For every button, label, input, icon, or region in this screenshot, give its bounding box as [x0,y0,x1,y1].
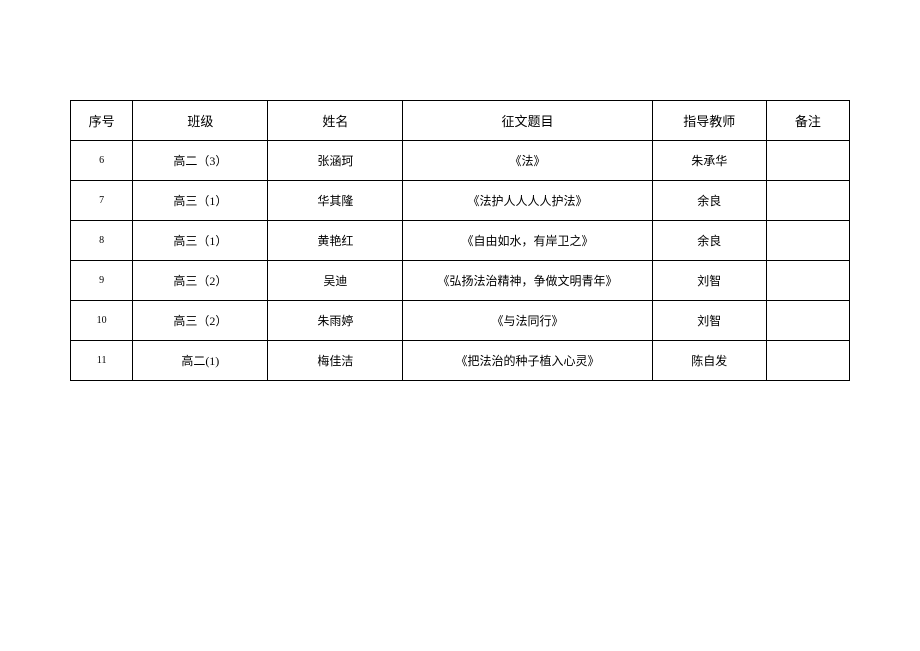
header-remark: 备注 [766,101,849,141]
header-title: 征文题目 [403,101,652,141]
cell-name: 朱雨婷 [268,301,403,341]
table-row: 10 高三（2） 朱雨婷 《与法同行》 刘智 [71,301,850,341]
cell-remark [766,181,849,221]
cell-teacher: 朱承华 [652,141,766,181]
cell-remark [766,341,849,381]
cell-seq: 6 [71,141,133,181]
cell-class: 高三（1） [133,221,268,261]
cell-teacher: 余良 [652,221,766,261]
cell-teacher: 余良 [652,181,766,221]
cell-remark [766,141,849,181]
cell-title: 《法》 [403,141,652,181]
table-row: 8 高三（1） 黄艳红 《自由如水，有岸卫之》 余良 [71,221,850,261]
cell-class: 高三（1） [133,181,268,221]
header-seq: 序号 [71,101,133,141]
cell-remark [766,261,849,301]
cell-title: 《法护人人人人护法》 [403,181,652,221]
cell-seq: 7 [71,181,133,221]
header-teacher: 指导教师 [652,101,766,141]
essay-table: 序号 班级 姓名 征文题目 指导教师 备注 6 高二（3） 张涵珂 《法》 朱承… [70,100,850,381]
header-class: 班级 [133,101,268,141]
cell-seq: 11 [71,341,133,381]
cell-title: 《自由如水，有岸卫之》 [403,221,652,261]
cell-remark [766,221,849,261]
cell-seq: 8 [71,221,133,261]
cell-class: 高二（3） [133,141,268,181]
table-row: 9 高三（2） 吴迪 《弘扬法治精神，争做文明青年》 刘智 [71,261,850,301]
cell-seq: 10 [71,301,133,341]
cell-teacher: 刘智 [652,261,766,301]
cell-class: 高三（2） [133,301,268,341]
cell-remark [766,301,849,341]
cell-seq: 9 [71,261,133,301]
cell-teacher: 刘智 [652,301,766,341]
cell-name: 梅佳洁 [268,341,403,381]
table-row: 6 高二（3） 张涵珂 《法》 朱承华 [71,141,850,181]
table-row: 11 高二(1) 梅佳洁 《把法治的种子植入心灵》 陈自发 [71,341,850,381]
cell-class: 高三（2） [133,261,268,301]
header-name: 姓名 [268,101,403,141]
cell-class: 高二(1) [133,341,268,381]
cell-title: 《把法治的种子植入心灵》 [403,341,652,381]
cell-name: 黄艳红 [268,221,403,261]
table-header-row: 序号 班级 姓名 征文题目 指导教师 备注 [71,101,850,141]
cell-name: 张涵珂 [268,141,403,181]
cell-name: 华其隆 [268,181,403,221]
cell-title: 《弘扬法治精神，争做文明青年》 [403,261,652,301]
cell-name: 吴迪 [268,261,403,301]
table-body: 6 高二（3） 张涵珂 《法》 朱承华 7 高三（1） 华其隆 《法护人人人人护… [71,141,850,381]
cell-title: 《与法同行》 [403,301,652,341]
cell-teacher: 陈自发 [652,341,766,381]
table-row: 7 高三（1） 华其隆 《法护人人人人护法》 余良 [71,181,850,221]
